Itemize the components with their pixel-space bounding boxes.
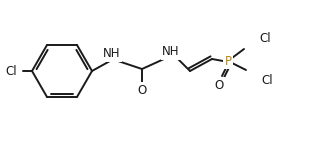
Text: NH: NH bbox=[162, 45, 180, 58]
Text: O: O bbox=[214, 79, 224, 91]
Text: NH: NH bbox=[103, 47, 121, 60]
Text: O: O bbox=[137, 83, 146, 97]
Text: P: P bbox=[224, 55, 232, 67]
Text: Cl: Cl bbox=[259, 32, 270, 44]
Text: Cl: Cl bbox=[261, 74, 272, 86]
Text: Cl: Cl bbox=[5, 64, 17, 78]
